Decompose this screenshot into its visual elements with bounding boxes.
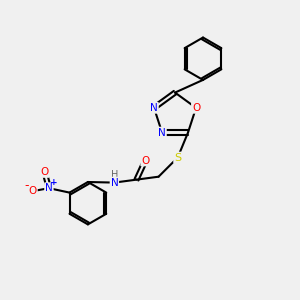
Text: +: + — [50, 178, 58, 188]
Text: O: O — [192, 103, 200, 113]
Text: N: N — [45, 183, 53, 193]
Text: O: O — [141, 155, 149, 166]
Text: H: H — [111, 170, 118, 180]
Text: -: - — [24, 179, 28, 192]
Text: O: O — [28, 186, 37, 196]
Text: N: N — [158, 128, 166, 137]
Text: N: N — [110, 178, 118, 188]
Text: S: S — [174, 153, 181, 163]
Text: O: O — [40, 167, 49, 177]
Text: N: N — [150, 103, 158, 113]
